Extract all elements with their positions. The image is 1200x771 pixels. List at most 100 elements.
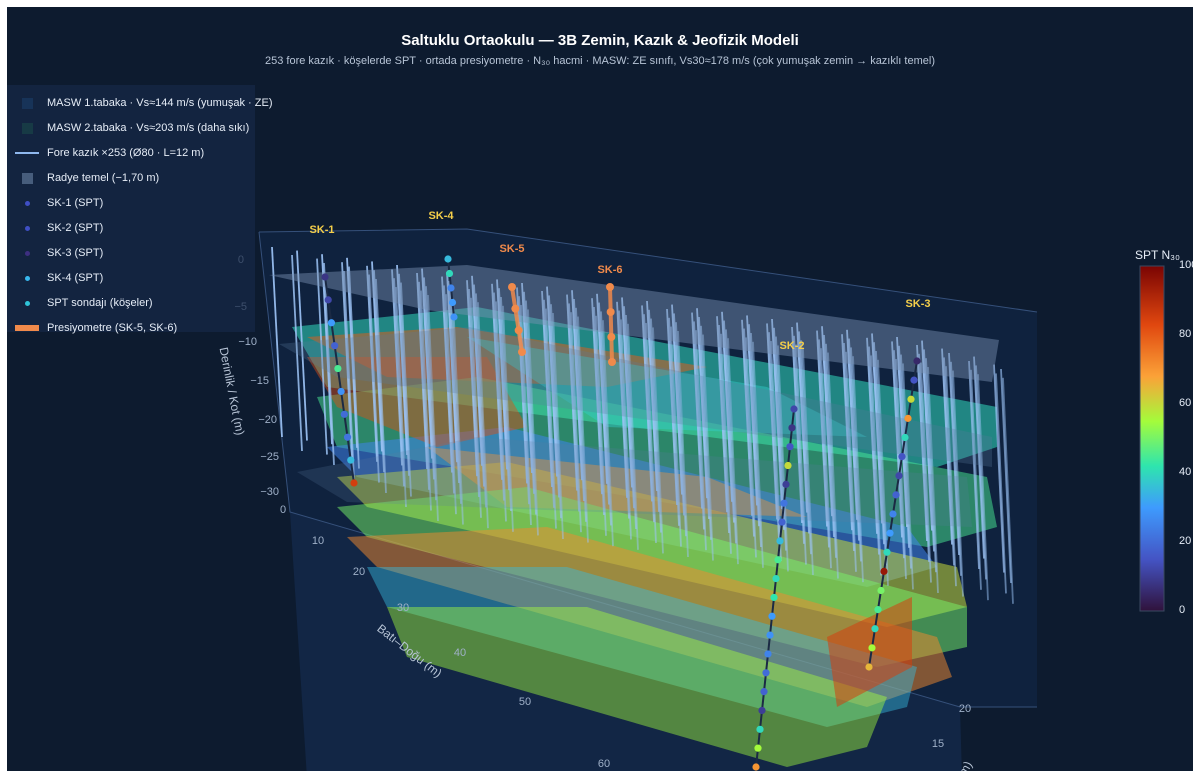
spt-point [337, 387, 345, 396]
pile [491, 283, 503, 480]
spt-point [445, 269, 454, 278]
pile [752, 341, 764, 568]
soil-layer [827, 597, 912, 707]
borehole-label: SK-2 [779, 340, 804, 352]
borehole-label: SK-5 [499, 243, 524, 255]
spt-point [760, 688, 768, 696]
pile [818, 339, 830, 548]
pile [443, 285, 455, 494]
spt-point [784, 461, 792, 470]
pile [848, 338, 860, 541]
legend-item[interactable]: SK-1 (SPT) [13, 193, 103, 213]
pile [700, 325, 712, 540]
legend-item[interactable]: Presiyometre (SK-5, SK-6) [13, 318, 177, 338]
pile [750, 332, 762, 548]
legend-label: Presiyometre (SK-5, SK-6) [47, 322, 178, 334]
z-tick-label: −15 [250, 375, 269, 387]
borehole-label: SK-4 [428, 210, 454, 222]
legend-item[interactable]: MASW 2.tabaka · Vs≈203 m/s (daha sıkı) [13, 118, 249, 138]
colorbar-tick: 0 [1179, 604, 1186, 616]
pile-group [271, 246, 1014, 604]
pile [470, 297, 482, 518]
legend-item[interactable]: Radye temel (−1,70 m) [13, 168, 159, 188]
pile [816, 330, 828, 527]
legend-item[interactable]: MASW 1.tabaka · Vs≈144 m/s (yumuşak · ZE… [13, 93, 272, 113]
pile [296, 250, 308, 441]
soil-volume-layers [292, 307, 997, 767]
pile [568, 303, 580, 512]
legend-label: MASW 2.tabaka · Vs≈203 m/s (daha sıkı) [47, 122, 250, 134]
legend-symbol [13, 93, 41, 113]
spt-point [450, 313, 458, 321]
pile [448, 280, 460, 484]
pile [743, 328, 755, 537]
borehole-label: SK-3 [905, 298, 930, 310]
pile [573, 298, 585, 502]
spt-point [772, 574, 780, 583]
pile [368, 274, 380, 483]
pile [670, 326, 682, 547]
chart-title: Saltuklu Ortaokulu — 3B Zemin, Kazık & J… [401, 32, 799, 49]
pile [702, 334, 714, 561]
spt-point [774, 556, 782, 564]
pile [668, 317, 680, 526]
colorbar-tick: 20 [1179, 535, 1192, 547]
pile [346, 257, 358, 448]
pile [396, 264, 408, 456]
pile [975, 365, 987, 580]
pile [696, 308, 708, 499]
legend-item[interactable]: SK-2 (SPT) [13, 218, 103, 238]
pressuremeter-point [518, 348, 526, 356]
legend-label: Radye temel (−1,70 m) [47, 172, 160, 184]
spt-point [788, 424, 796, 432]
y-tick-label: 20 [959, 703, 971, 715]
scene-3d[interactable]: SK-1SK-4SK-5SK-6SK-2SK-3 0−5−10−15−20−25… [7, 7, 1193, 771]
pile [321, 254, 333, 445]
pile [825, 343, 837, 558]
pile [650, 318, 662, 533]
legend-marker [21, 122, 33, 134]
pile [646, 300, 658, 492]
pile [896, 336, 908, 528]
pile [323, 262, 335, 466]
spt-point [877, 586, 885, 595]
spt-point [913, 357, 921, 365]
z-tick-label: −25 [260, 451, 279, 463]
pile [775, 336, 787, 551]
legend-item[interactable]: Fore kazık ×253 (Ø80 · L=12 m) [13, 143, 204, 163]
pile [577, 316, 589, 543]
pile [968, 360, 980, 570]
pile [871, 333, 883, 524]
legend-item[interactable]: SPT sondajı (köşeler) [13, 293, 153, 313]
legend-item[interactable]: SK-3 (SPT) [13, 243, 103, 263]
pile [691, 312, 703, 509]
pile [873, 342, 885, 545]
spt-point [895, 472, 903, 480]
pile [475, 293, 487, 508]
pile [652, 327, 664, 554]
spt-point [758, 706, 766, 715]
x-tick-label: 20 [353, 566, 365, 578]
colorbar-gradient [1139, 265, 1165, 612]
pile [852, 356, 864, 583]
legend-item[interactable]: SK-4 (SPT) [13, 268, 103, 288]
legend-marker [24, 275, 30, 281]
pile [316, 258, 328, 455]
pile [591, 298, 603, 495]
pile [746, 315, 758, 506]
pile [395, 286, 407, 508]
pile [795, 344, 807, 565]
spt-point [874, 606, 882, 614]
spt-point [898, 453, 906, 461]
pile [850, 347, 862, 562]
pile [741, 319, 753, 516]
pile [548, 295, 560, 498]
legend-symbol [13, 243, 41, 263]
pressuremeter-point [514, 326, 523, 335]
pile [348, 266, 360, 469]
spt-point [447, 284, 455, 292]
pile [798, 331, 810, 534]
pressuremeter-point [606, 308, 615, 316]
pile [796, 322, 808, 513]
pile [820, 348, 832, 569]
